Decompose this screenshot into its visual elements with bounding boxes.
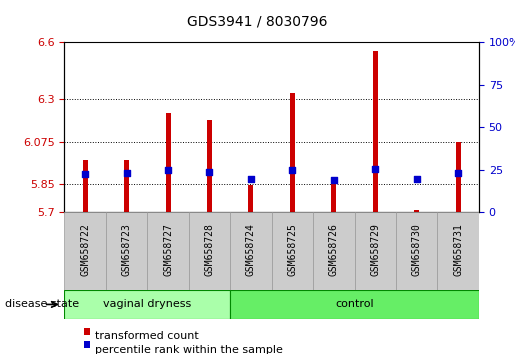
Bar — [272, 212, 313, 290]
Text: GSM658728: GSM658728 — [204, 223, 214, 276]
Point — [288, 168, 297, 173]
Bar — [82, 160, 88, 212]
Bar — [64, 290, 230, 319]
Text: GSM658730: GSM658730 — [412, 223, 422, 276]
Point — [123, 170, 131, 176]
Bar — [373, 51, 378, 212]
Point — [454, 170, 462, 176]
Bar — [106, 212, 147, 290]
Bar — [230, 290, 479, 319]
Bar — [64, 212, 106, 290]
Text: GSM658727: GSM658727 — [163, 223, 173, 276]
Text: vaginal dryness: vaginal dryness — [103, 299, 192, 309]
Point — [164, 167, 172, 173]
Text: GSM658729: GSM658729 — [370, 223, 380, 276]
Bar — [456, 142, 461, 212]
Text: GSM658731: GSM658731 — [453, 223, 463, 276]
Text: percentile rank within the sample: percentile rank within the sample — [95, 345, 283, 354]
Bar — [438, 212, 479, 290]
Text: GSM658725: GSM658725 — [287, 223, 297, 276]
Bar — [165, 113, 170, 212]
Bar — [83, 328, 90, 335]
Point — [413, 176, 421, 182]
Bar — [331, 184, 336, 212]
Bar — [396, 212, 438, 290]
Text: GDS3941 / 8030796: GDS3941 / 8030796 — [187, 14, 328, 28]
Point — [205, 169, 214, 175]
Text: transformed count: transformed count — [95, 331, 199, 341]
Point — [330, 177, 338, 182]
Bar — [313, 212, 355, 290]
Text: GSM658724: GSM658724 — [246, 223, 256, 276]
Text: GSM658723: GSM658723 — [122, 223, 131, 276]
Bar — [248, 185, 253, 212]
Bar — [354, 212, 396, 290]
Bar — [290, 92, 295, 212]
Bar — [414, 210, 419, 212]
Bar — [147, 212, 189, 290]
Point — [81, 171, 89, 177]
Text: disease state: disease state — [5, 299, 79, 309]
Text: control: control — [335, 299, 374, 309]
Point — [247, 177, 255, 182]
Text: GSM658722: GSM658722 — [80, 223, 90, 276]
Bar — [207, 120, 212, 212]
Point — [371, 166, 380, 172]
Bar — [230, 212, 272, 290]
Bar — [189, 212, 230, 290]
Bar — [124, 160, 129, 212]
Bar — [83, 341, 90, 348]
Text: GSM658726: GSM658726 — [329, 223, 339, 276]
